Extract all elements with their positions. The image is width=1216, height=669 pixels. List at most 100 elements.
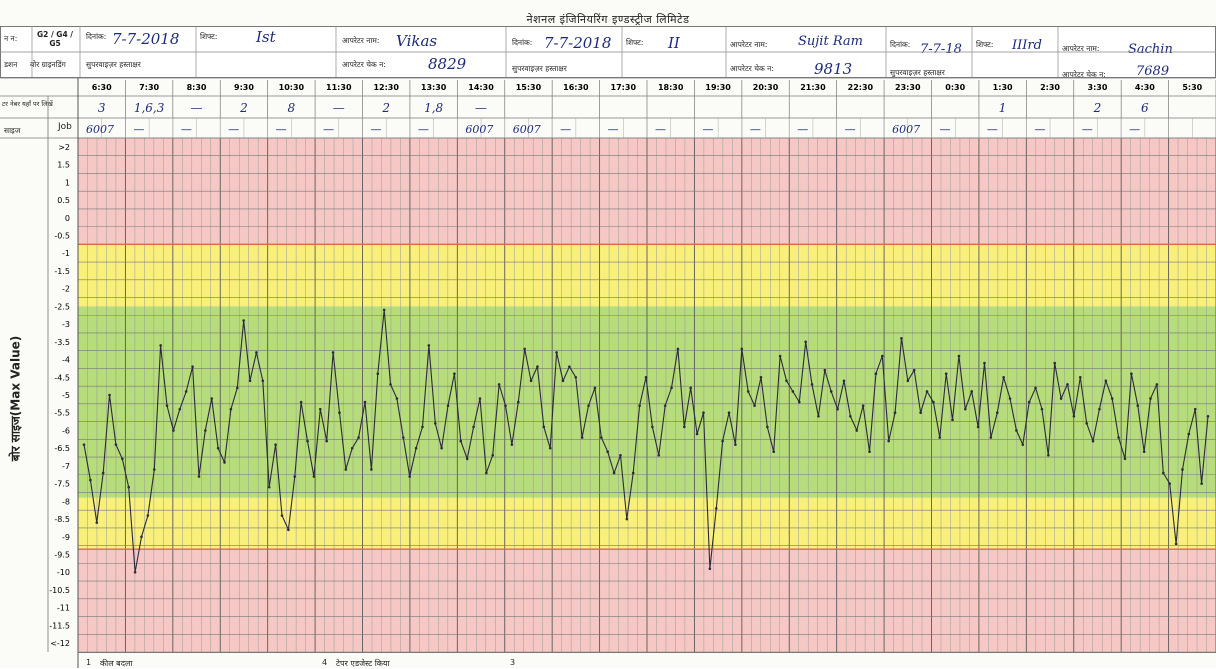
data-point bbox=[887, 439, 890, 443]
y-tick-label: -3.5 bbox=[54, 338, 70, 347]
job-entry: — bbox=[1082, 123, 1093, 136]
data-point bbox=[670, 386, 673, 390]
job-entry: — bbox=[845, 123, 856, 136]
x-tick-label: 17:30 bbox=[611, 83, 637, 92]
header-left-1a: न न: bbox=[4, 34, 18, 43]
data-point bbox=[229, 407, 233, 411]
hourly-entry: — bbox=[475, 101, 487, 115]
job-entry: — bbox=[418, 123, 429, 136]
data-point bbox=[638, 404, 641, 407]
data-point bbox=[312, 475, 316, 478]
data-point bbox=[133, 570, 137, 574]
operator-label-2: आपरेटर नाम: bbox=[730, 40, 768, 49]
data-point bbox=[197, 475, 201, 478]
data-point bbox=[970, 390, 974, 393]
hourly-entry: 2 bbox=[1093, 101, 1102, 115]
data-point bbox=[1021, 443, 1025, 446]
data-point bbox=[1130, 372, 1133, 376]
data-point bbox=[619, 453, 622, 457]
data-point bbox=[791, 390, 795, 393]
data-point bbox=[836, 407, 839, 411]
data-point bbox=[127, 485, 131, 489]
y-tick-label: -1 bbox=[62, 249, 70, 258]
x-tick-label: 18:30 bbox=[658, 83, 684, 92]
data-point bbox=[868, 450, 871, 454]
data-point bbox=[702, 411, 705, 415]
y-tick-label: -11 bbox=[57, 604, 70, 613]
data-point bbox=[721, 439, 724, 443]
shift-value-2: II bbox=[668, 34, 680, 52]
x-tick-label: 2:30 bbox=[1040, 83, 1060, 92]
data-point bbox=[593, 386, 597, 390]
y-tick-label: 0 bbox=[65, 214, 70, 223]
x-tick-label: 19:30 bbox=[705, 83, 731, 92]
hourly-entry: 3 bbox=[98, 101, 106, 115]
data-point bbox=[944, 372, 948, 376]
job-entry: — bbox=[608, 123, 619, 136]
data-point bbox=[1027, 400, 1031, 404]
data-point bbox=[880, 354, 884, 358]
x-tick-label: 5:30 bbox=[1182, 83, 1202, 92]
y-tick-label: -0.5 bbox=[54, 231, 70, 240]
supervisor-label-3: सुपरवाइज़र हस्ताक्षर bbox=[890, 68, 945, 77]
data-point bbox=[606, 450, 609, 454]
data-point bbox=[1085, 422, 1088, 425]
data-point bbox=[823, 368, 827, 372]
job-entry: — bbox=[228, 123, 239, 136]
data-point bbox=[938, 436, 942, 439]
operator-label-1: आपरेटर नाम: bbox=[342, 36, 380, 45]
x-tick-label: 9:30 bbox=[234, 83, 254, 92]
data-point bbox=[542, 425, 546, 429]
y-tick-label: -8 bbox=[62, 497, 70, 506]
note-text-1: कील बदला bbox=[100, 659, 133, 668]
operator-value-3: Sachin bbox=[1128, 42, 1173, 57]
x-tick-label: 1:30 bbox=[993, 83, 1013, 92]
job-entry: 6007 bbox=[465, 123, 493, 136]
y-tick-label: -10.5 bbox=[49, 586, 70, 595]
data-point bbox=[555, 351, 558, 354]
x-tick-label: 15:30 bbox=[516, 83, 542, 92]
x-tick-label: 16:30 bbox=[563, 83, 589, 92]
data-point bbox=[689, 386, 693, 390]
data-point bbox=[861, 404, 865, 407]
data-point bbox=[1047, 453, 1050, 457]
job-entry: — bbox=[1034, 123, 1045, 136]
job-entry: 6007 bbox=[892, 123, 920, 136]
header-left-1b: G2 / G4 / G5 bbox=[36, 30, 74, 48]
data-point bbox=[204, 429, 207, 432]
data-point bbox=[299, 400, 303, 404]
job-row-left-label: साइज bbox=[4, 126, 21, 135]
data-point bbox=[1117, 436, 1120, 439]
y-tick-label: -6 bbox=[62, 426, 70, 435]
data-point bbox=[964, 407, 967, 411]
data-point bbox=[1091, 439, 1095, 443]
data-point bbox=[1053, 361, 1057, 365]
data-point bbox=[1072, 414, 1076, 418]
y-tick-label: -9.5 bbox=[54, 551, 70, 560]
y-tick-label: -2.5 bbox=[54, 302, 70, 311]
data-point bbox=[772, 450, 776, 454]
data-point bbox=[318, 407, 322, 411]
data-point bbox=[651, 425, 654, 429]
data-point bbox=[1168, 482, 1171, 485]
check-label-3: आपरेटर चेक न: bbox=[1062, 70, 1106, 79]
data-point bbox=[395, 397, 399, 400]
y-tick-label: >2 bbox=[58, 143, 70, 152]
shift-value-1: Ist bbox=[256, 28, 276, 46]
data-point bbox=[178, 407, 182, 411]
data-point bbox=[842, 379, 846, 383]
data-point bbox=[1187, 432, 1191, 436]
data-point bbox=[491, 453, 495, 457]
data-point bbox=[216, 446, 220, 450]
y-tick-label: -10 bbox=[57, 568, 70, 577]
data-point bbox=[363, 400, 367, 404]
data-point bbox=[89, 478, 92, 482]
data-point bbox=[453, 372, 456, 376]
data-point bbox=[497, 383, 501, 386]
shift-label-1: शिफ्ट: bbox=[200, 32, 218, 41]
job-entry: 6007 bbox=[513, 123, 541, 136]
job-entry: — bbox=[1129, 123, 1140, 136]
x-tick-label: 4:30 bbox=[1135, 83, 1155, 92]
date-label-1: दिनांक: bbox=[86, 32, 107, 41]
data-point bbox=[1110, 397, 1114, 400]
